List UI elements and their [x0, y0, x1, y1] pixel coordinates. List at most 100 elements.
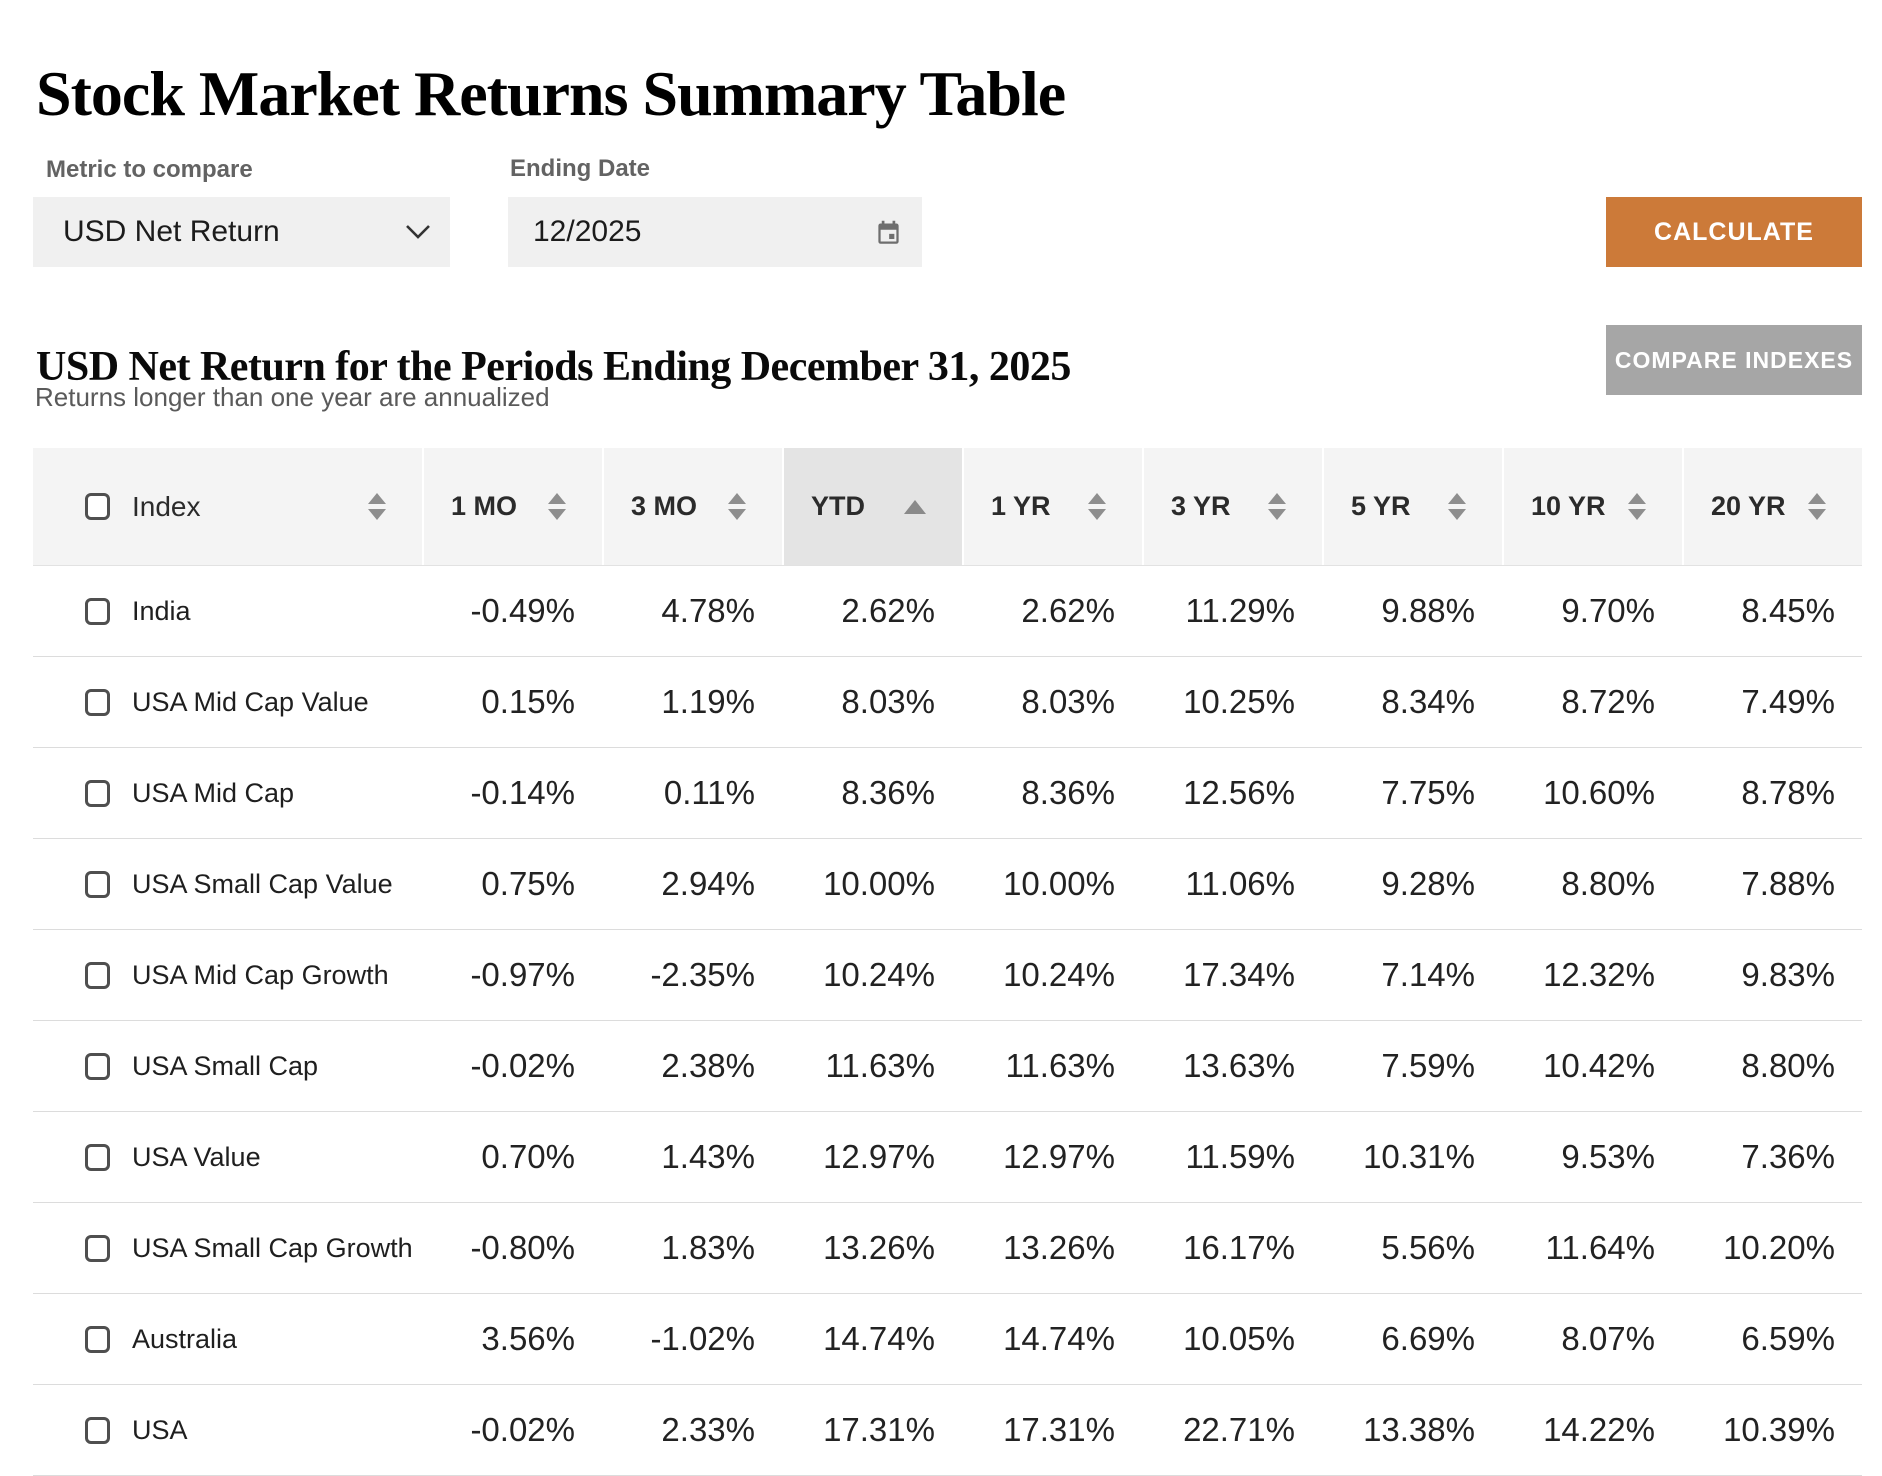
index-cell: USA Mid Cap Value [33, 687, 422, 718]
section-subheading: Returns longer than one year are annuali… [35, 382, 550, 412]
return-value-cell: 12.97% [823, 1138, 935, 1175]
return-value-cell: 11.29% [1185, 592, 1295, 629]
column-header-label: 10 YR [1531, 491, 1606, 521]
row-index-label: USA Mid Cap Value [132, 686, 369, 717]
return-value-cell: 10.25% [1183, 683, 1295, 720]
return-value-cell: 4.78% [661, 592, 755, 629]
row-index-label: USA [132, 1414, 188, 1445]
return-value-cell: 0.70% [481, 1138, 575, 1175]
return-value-cell: -0.02% [470, 1411, 575, 1448]
index-cell: India [33, 596, 422, 627]
row-checkbox[interactable] [85, 1325, 110, 1353]
column-header-20-yr[interactable]: 20 YR [1682, 448, 1862, 565]
index-cell: USA Mid Cap Growth [33, 960, 422, 991]
return-value-cell: 2.94% [661, 865, 755, 902]
return-value-cell: 13.63% [1183, 1047, 1295, 1084]
sort-up-arrow [368, 493, 386, 504]
table-row: USA Value 0.70% 1.43% 12.97% 12.97% 11.59% 10.… [33, 1112, 1862, 1203]
section-heading: USD Net Return for the Periods Ending De… [36, 343, 1071, 390]
column-header-label: 1 YR [991, 491, 1051, 521]
return-value-cell: 11.63% [825, 1047, 935, 1084]
row-index-label: India [132, 595, 191, 626]
return-value-cell: 12.32% [1543, 956, 1655, 993]
index-cell: Australia [33, 1324, 422, 1355]
return-value-cell: -2.35% [650, 956, 755, 993]
compare-indexes-button[interactable]: COMPARE INDEXES [1606, 325, 1862, 395]
return-value-cell: 14.74% [1003, 1320, 1115, 1357]
column-header-label: YTD [811, 491, 865, 521]
row-checkbox[interactable] [85, 688, 110, 716]
return-value-cell: 1.19% [661, 683, 755, 720]
return-value-cell: 9.83% [1741, 956, 1835, 993]
sort-up-arrow [1448, 493, 1466, 504]
sort-up-arrow [1808, 493, 1826, 504]
row-index-label: USA Small Cap Growth [132, 1232, 413, 1263]
row-checkbox[interactable] [85, 1234, 110, 1262]
select-all-checkbox[interactable] [85, 493, 110, 520]
return-value-cell: -0.49% [470, 592, 575, 629]
return-value-cell: 22.71% [1183, 1411, 1295, 1448]
column-header-3-mo[interactable]: 3 MO [602, 448, 782, 565]
return-value-cell: 8.07% [1561, 1320, 1655, 1357]
return-value-cell: 13.26% [823, 1229, 935, 1266]
sort-down-arrow [728, 509, 746, 520]
table-body: India -0.49% 4.78% 2.62% 2.62% 11.29% 9.88% 9.7… [33, 565, 1862, 1476]
return-value-cell: 7.59% [1381, 1047, 1475, 1084]
return-value-cell: 6.69% [1381, 1320, 1475, 1357]
return-value-cell: -0.14% [470, 774, 575, 811]
return-value-cell: 11.64% [1545, 1229, 1655, 1266]
return-value-cell: 11.06% [1185, 865, 1295, 902]
sort-icon [1088, 493, 1106, 520]
column-header-10-yr[interactable]: 10 YR [1502, 448, 1682, 565]
return-value-cell: 8.80% [1741, 1047, 1835, 1084]
return-value-cell: 8.78% [1741, 774, 1835, 811]
return-value-cell: 10.39% [1723, 1411, 1835, 1448]
return-value-cell: 7.88% [1741, 865, 1835, 902]
column-header-ytd[interactable]: YTD [782, 448, 962, 565]
calendar-icon[interactable] [875, 218, 902, 247]
sort-icon [368, 493, 386, 520]
row-checkbox[interactable] [85, 870, 110, 898]
index-cell: USA Small Cap [33, 1051, 422, 1082]
row-checkbox[interactable] [85, 961, 110, 989]
table-row: USA Small Cap -0.02% 2.38% 11.63% 11.63% 13.6… [33, 1021, 1862, 1112]
column-header-label: 20 YR [1711, 491, 1786, 521]
index-column-header[interactable]: Index [33, 448, 422, 565]
returns-table: Index 1 MO 3 MO YTD 1 YR 3 YR 5 YR 10 YR 20 YR … [33, 448, 1862, 1476]
column-header-5-yr[interactable]: 5 YR [1322, 448, 1502, 565]
return-value-cell: 8.36% [841, 774, 935, 811]
return-value-cell: 10.42% [1543, 1047, 1655, 1084]
row-checkbox[interactable] [85, 1416, 110, 1444]
calculate-button[interactable]: CALCULATE [1606, 197, 1862, 267]
sort-icon [1628, 493, 1646, 520]
column-header-1-yr[interactable]: 1 YR [962, 448, 1142, 565]
return-value-cell: 10.24% [1003, 956, 1115, 993]
sort-up-arrow [1628, 493, 1646, 504]
column-header-3-yr[interactable]: 3 YR [1142, 448, 1322, 565]
return-value-cell: 5.56% [1381, 1229, 1475, 1266]
row-checkbox[interactable] [85, 1143, 110, 1171]
return-value-cell: 1.43% [661, 1138, 755, 1175]
row-checkbox[interactable] [85, 1052, 110, 1080]
return-value-cell: 10.24% [823, 956, 935, 993]
column-header-label: 3 YR [1171, 491, 1231, 521]
return-value-cell: 6.59% [1741, 1320, 1835, 1357]
index-cell: USA Mid Cap [33, 778, 422, 809]
row-checkbox[interactable] [85, 779, 110, 807]
return-value-cell: 2.38% [661, 1047, 755, 1084]
return-value-cell: 10.20% [1723, 1229, 1835, 1266]
sort-down-arrow [368, 509, 386, 520]
table-row: USA Mid Cap -0.14% 0.11% 8.36% 8.36% 12.56% 7.… [33, 748, 1862, 839]
return-value-cell: 17.31% [1003, 1411, 1115, 1448]
return-value-cell: 7.49% [1741, 683, 1835, 720]
column-header-1-mo[interactable]: 1 MO [422, 448, 602, 565]
table-header-row: Index 1 MO 3 MO YTD 1 YR 3 YR 5 YR 10 YR 20 YR [33, 448, 1862, 565]
return-value-cell: -0.02% [470, 1047, 575, 1084]
return-value-cell: 8.03% [841, 683, 935, 720]
ending-date-value: 12/2025 [533, 215, 642, 248]
metric-select[interactable]: USD Net Return [33, 197, 450, 267]
row-checkbox[interactable] [85, 597, 110, 625]
return-value-cell: 14.74% [823, 1320, 935, 1357]
ending-date-input[interactable]: 12/2025 [508, 197, 922, 267]
